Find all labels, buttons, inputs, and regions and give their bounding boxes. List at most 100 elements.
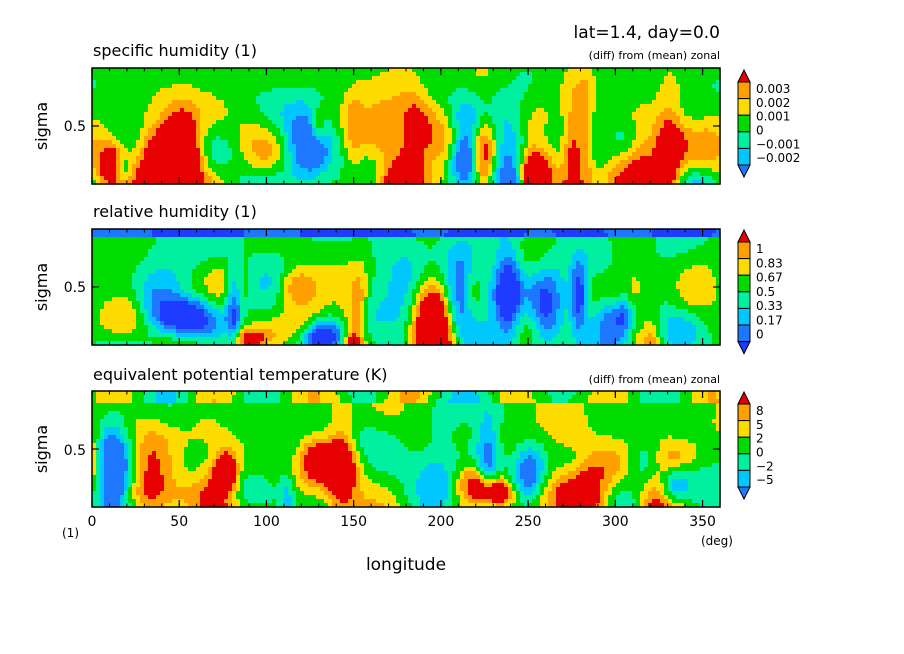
heatmap-cell: [496, 80, 501, 85]
heatmap-cell: [428, 80, 433, 85]
heatmap-cell: [240, 96, 245, 101]
heatmap-cell: [588, 124, 593, 129]
heatmap-cell: [580, 164, 585, 169]
heatmap-cell: [160, 140, 165, 145]
heatmap-cell: [484, 237, 489, 242]
heatmap-cell: [420, 128, 425, 133]
heatmap-cell: [628, 148, 633, 153]
heatmap-cell: [488, 164, 493, 169]
heatmap-cell: [488, 88, 493, 93]
heatmap-cell: [180, 92, 185, 97]
heatmap-cell: [560, 233, 565, 238]
heatmap-cell: [220, 144, 225, 149]
heatmap-cell: [464, 108, 469, 113]
heatmap-cell: [172, 132, 177, 137]
heatmap-cell: [328, 237, 333, 242]
heatmap-cell: [568, 148, 573, 153]
heatmap-cell: [416, 128, 421, 133]
heatmap-cell: [372, 100, 377, 105]
heatmap-cell: [96, 80, 101, 85]
heatmap-cell: [684, 140, 689, 145]
heatmap-cell: [364, 160, 369, 165]
heatmap-cell: [164, 80, 169, 85]
heatmap-cell: [560, 68, 565, 73]
colorbar-tick-label: 0.003: [756, 82, 790, 96]
heatmap-cell: [544, 116, 549, 121]
heatmap-cell: [524, 84, 529, 89]
heatmap-cell: [616, 160, 621, 165]
heatmap-cell: [276, 84, 281, 89]
heatmap-cell: [708, 148, 713, 153]
heatmap-cell: [160, 156, 165, 161]
heatmap-cell: [496, 164, 501, 169]
heatmap-cell: [616, 68, 621, 73]
heatmap-cell: [492, 148, 497, 153]
heatmap-cell: [336, 152, 341, 157]
heatmap-cell: [228, 229, 233, 234]
heatmap-cell: [456, 160, 461, 165]
heatmap-cell: [176, 76, 181, 81]
heatmap-cell: [356, 164, 361, 169]
heatmap-cell: [612, 180, 617, 185]
heatmap-cell: [392, 160, 397, 165]
heatmap-cell: [616, 104, 621, 109]
heatmap-cell: [276, 88, 281, 93]
heatmap-cell: [684, 233, 689, 238]
heatmap-cell: [224, 156, 229, 161]
heatmap-cell: [700, 108, 705, 113]
heatmap-cell: [352, 176, 357, 181]
heatmap-cell: [380, 84, 385, 89]
heatmap-cell: [564, 88, 569, 93]
heatmap-cell: [340, 72, 345, 77]
heatmap-cell: [148, 144, 153, 149]
heatmap-cell: [136, 96, 141, 101]
heatmap-cell: [324, 172, 329, 177]
heatmap-cell: [224, 176, 229, 181]
heatmap-cell: [264, 84, 269, 89]
heatmap-cell: [404, 112, 409, 117]
heatmap-cell: [684, 160, 689, 165]
heatmap-cell: [228, 140, 233, 145]
heatmap-cell: [156, 164, 161, 169]
heatmap-cell: [224, 120, 229, 125]
heatmap-cell: [380, 100, 385, 105]
heatmap-cell: [420, 112, 425, 117]
heatmap-cell: [268, 100, 273, 105]
heatmap-cell: [284, 132, 289, 137]
heatmap-cell: [92, 148, 97, 153]
heatmap-cell: [200, 80, 205, 85]
heatmap-cell: [400, 132, 405, 137]
heatmap-cell: [536, 72, 541, 77]
heatmap-cell: [528, 84, 533, 89]
heatmap-cell: [536, 168, 541, 173]
heatmap-cell: [668, 80, 673, 85]
heatmap-cell: [360, 176, 365, 181]
heatmap-cell: [704, 164, 709, 169]
heatmap-cell: [536, 172, 541, 177]
heatmap-cell: [508, 140, 513, 145]
heatmap-cell: [472, 164, 477, 169]
heatmap-cell: [220, 229, 225, 234]
heatmap-cell: [200, 233, 205, 238]
heatmap-cell: [560, 112, 565, 117]
heatmap-cell: [444, 140, 449, 145]
heatmap-cell: [404, 237, 409, 242]
heatmap-cell: [500, 132, 505, 137]
heatmap-plot: [92, 229, 721, 346]
heatmap-cell: [424, 229, 429, 234]
heatmap-cell: [200, 132, 205, 137]
heatmap-cell: [388, 104, 393, 109]
heatmap-cell: [380, 172, 385, 177]
heatmap-cell: [196, 112, 201, 117]
heatmap-cell: [716, 160, 721, 165]
heatmap-cell: [524, 124, 529, 129]
heatmap-cell: [236, 68, 241, 73]
heatmap-cell: [640, 96, 645, 101]
heatmap-cell: [600, 148, 605, 153]
heatmap-cell: [100, 180, 105, 185]
heatmap-cell: [220, 92, 225, 97]
heatmap-cell: [240, 92, 245, 97]
heatmap-cell: [444, 80, 449, 85]
heatmap-cell: [536, 136, 541, 141]
heatmap-cell: [260, 128, 265, 133]
